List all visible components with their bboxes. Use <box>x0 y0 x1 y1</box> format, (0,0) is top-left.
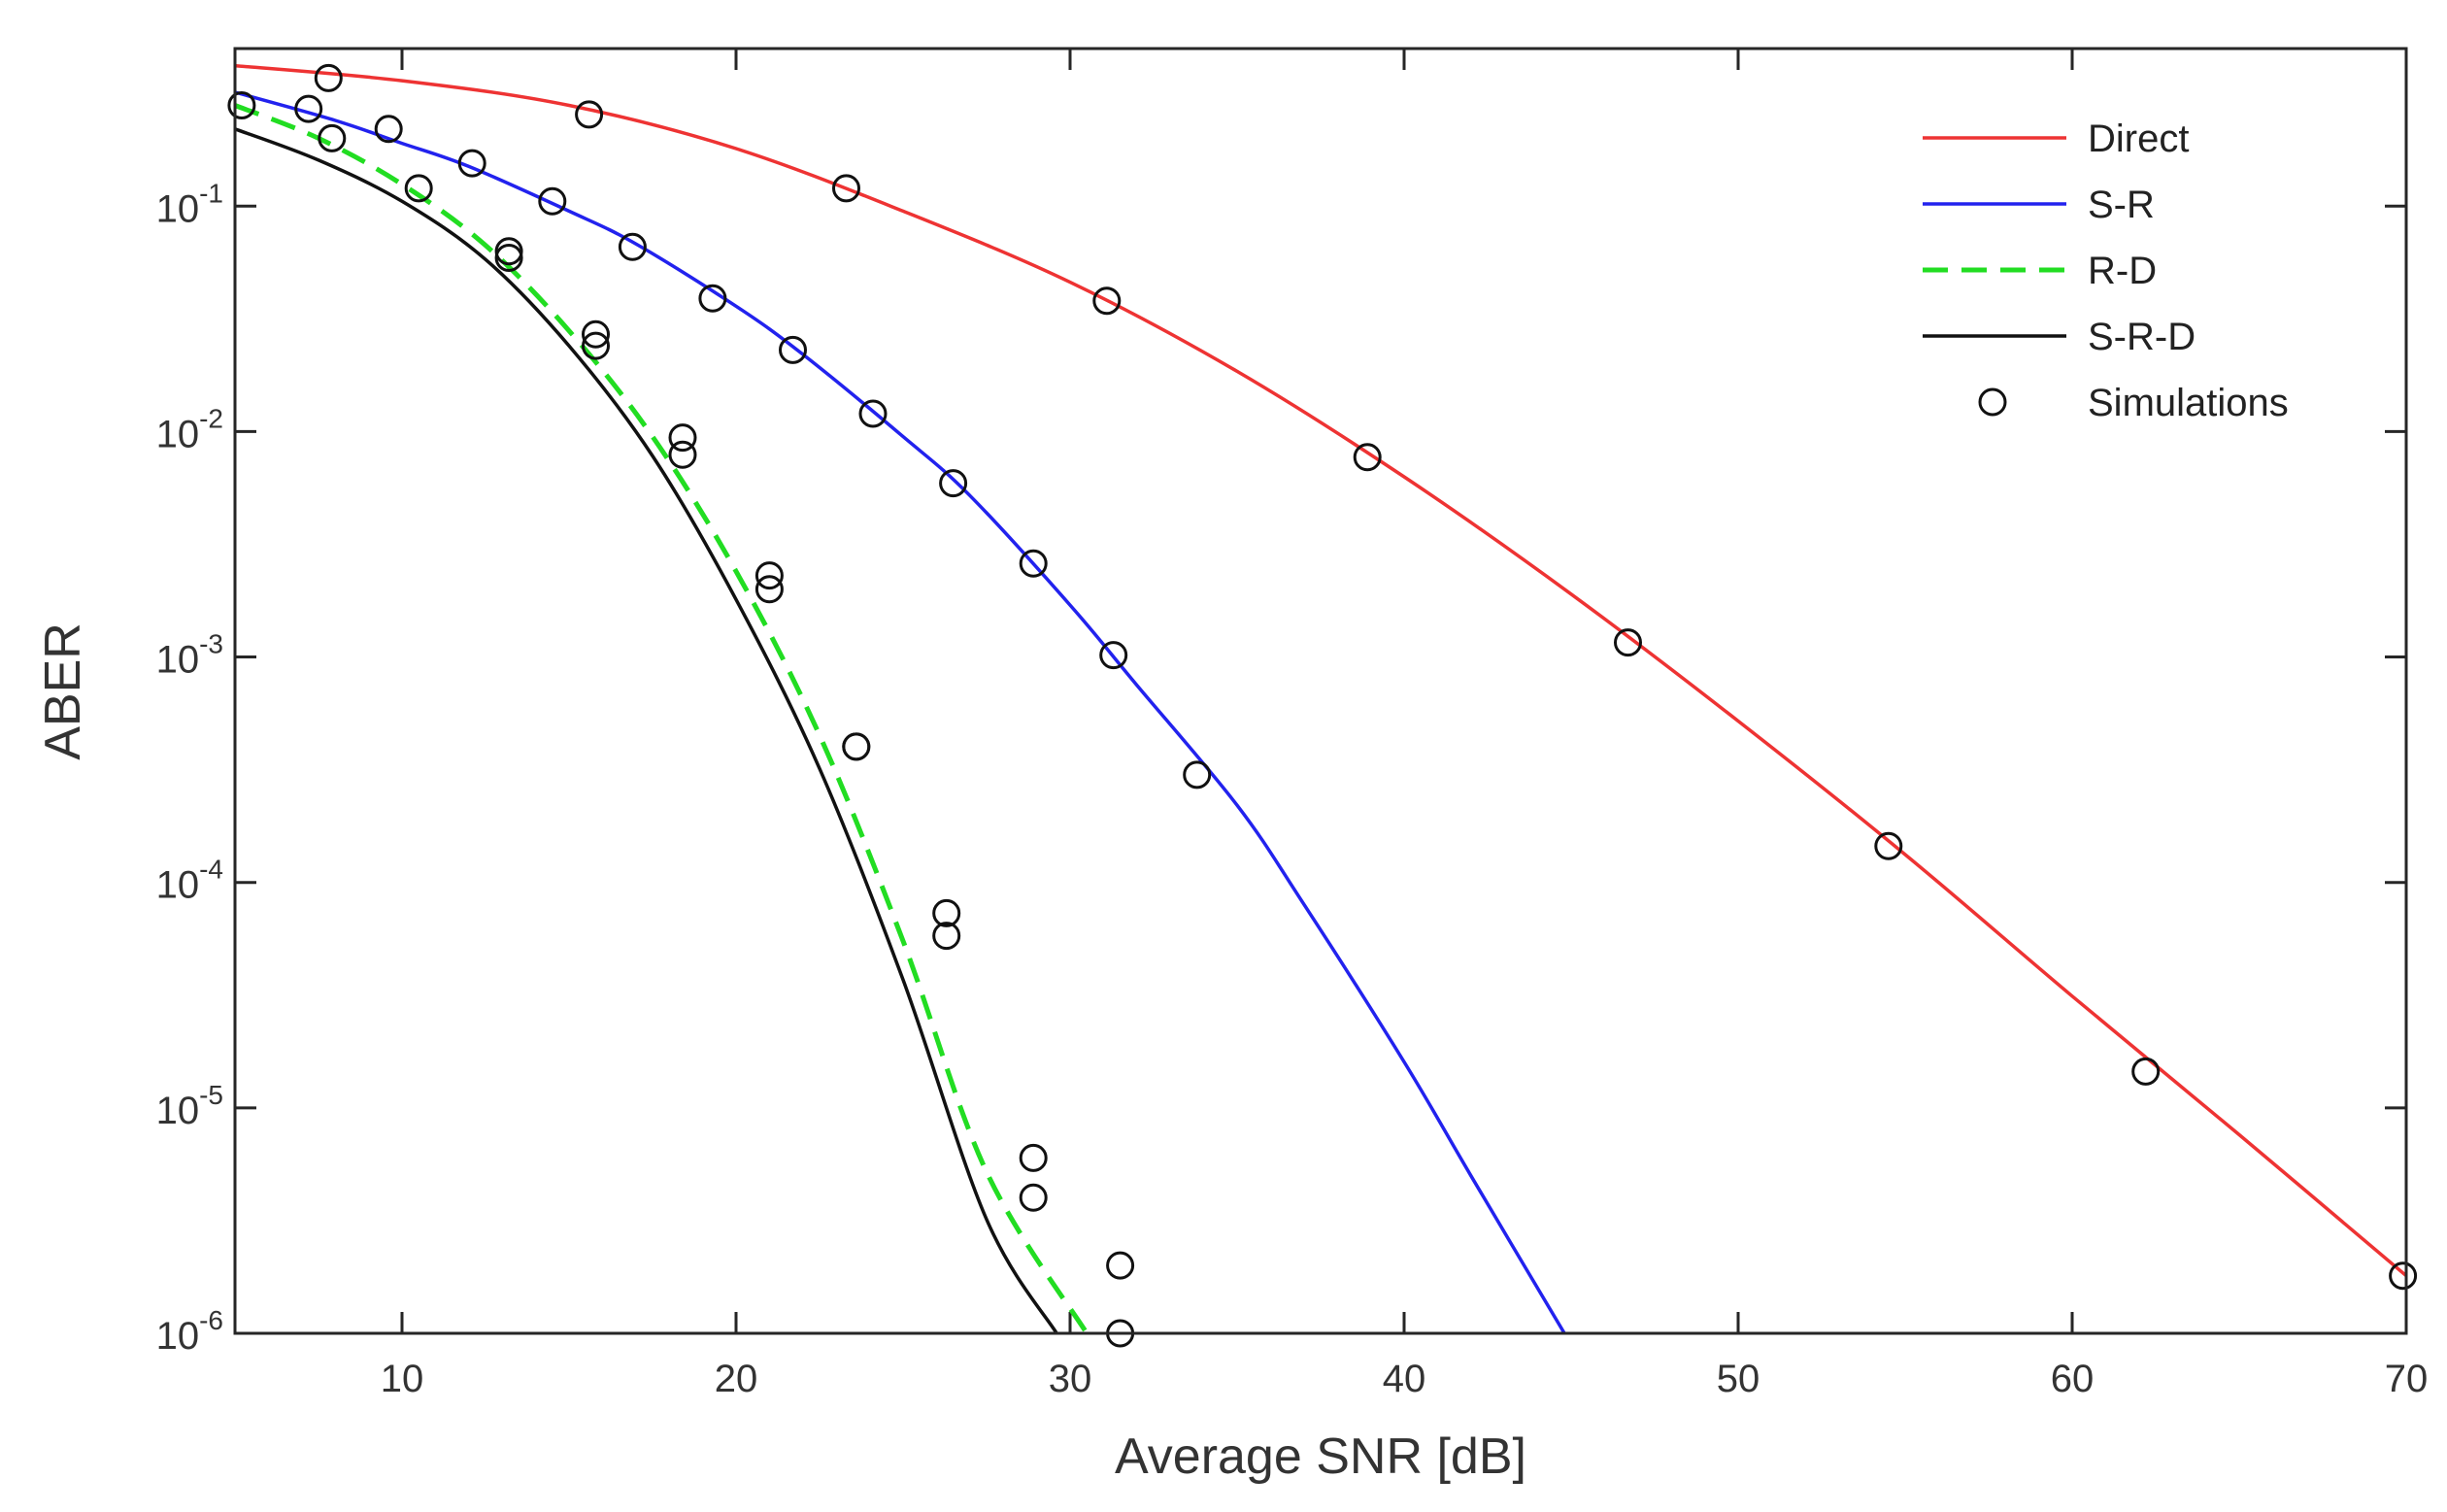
simulation-point <box>1019 549 1048 578</box>
y-tick-label: 10-1 <box>156 178 223 230</box>
legend-label-simulations: Simulations <box>2088 382 2289 424</box>
simulation-point <box>1019 1143 1048 1172</box>
simulation-point <box>1106 1251 1135 1280</box>
legend-label-direct: Direct <box>2088 118 2189 160</box>
simulation-point <box>668 440 697 469</box>
x-tick-label: 50 <box>1717 1358 1760 1400</box>
simulation-point <box>698 284 727 313</box>
simulation-point <box>858 399 888 428</box>
y-tick-label: 10-6 <box>156 1305 223 1358</box>
x-tick-label: 40 <box>1383 1358 1426 1400</box>
simulation-point <box>2389 1261 2418 1291</box>
y-axis-label: ABER <box>35 622 91 760</box>
legend-label-s-r: S-R <box>2088 184 2155 226</box>
legend-label-r-d: R-D <box>2088 250 2157 292</box>
simulation-point <box>1099 641 1128 670</box>
simulation-point <box>1874 831 1903 860</box>
simulation-point <box>832 174 860 203</box>
y-tick-exponent: -5 <box>199 1080 223 1110</box>
simulation-point <box>227 91 256 119</box>
x-tick-label: 70 <box>2385 1358 2429 1400</box>
y-tick-exponent: -2 <box>199 403 223 433</box>
simulation-point <box>457 149 486 178</box>
simulation-point <box>939 469 968 498</box>
simulation-point <box>1019 1183 1048 1212</box>
legend: Direct S-R R-D S-R-D Simulations <box>1923 118 2289 424</box>
y-tick-exponent: -1 <box>199 178 223 208</box>
y-tick-label: 10-4 <box>156 855 223 907</box>
simulation-point <box>2131 1057 2161 1086</box>
y-tick-base: 10 <box>156 413 200 455</box>
simulation-point <box>754 575 784 604</box>
x-tick-label: 60 <box>2051 1358 2095 1400</box>
simulation-point <box>404 174 433 203</box>
y-tick-exponent: -3 <box>199 629 223 659</box>
simulation-point <box>582 319 610 349</box>
y-tick-exponent: -4 <box>199 855 223 885</box>
series-line-s-r <box>234 90 1566 1334</box>
plot-frame <box>233 47 2408 1335</box>
simulation-point <box>294 94 323 123</box>
legend-swatch-simulations <box>1978 387 2007 417</box>
y-tick-base: 10 <box>156 864 200 907</box>
series-line-s-r-d <box>234 127 1058 1334</box>
x-tick-label: 10 <box>381 1358 424 1400</box>
x-axis-label: Average SNR [dB] <box>1115 1428 1526 1485</box>
simulation-point <box>754 561 784 590</box>
simulation-point <box>374 115 403 144</box>
y-tick-base: 10 <box>156 639 200 682</box>
legend-label-s-r-d: S-R-D <box>2088 316 2196 358</box>
y-tick-base: 10 <box>156 1090 200 1132</box>
simulation-point <box>318 123 347 152</box>
simulation-point <box>494 237 523 266</box>
simulation-point <box>494 244 523 272</box>
simulation-point <box>618 232 647 261</box>
simulation-point <box>1614 628 1642 657</box>
simulation-point <box>1183 760 1212 790</box>
simulation-point <box>314 63 343 92</box>
y-tick-exponent: -6 <box>199 1305 223 1335</box>
simulation-point <box>575 100 604 129</box>
y-tick-base: 10 <box>156 1315 200 1358</box>
simulation-point <box>932 922 961 951</box>
simulation-point <box>932 898 961 927</box>
simulation-markers <box>227 63 2418 1348</box>
y-tick-label: 10-3 <box>156 629 223 682</box>
simulation-point <box>779 335 807 364</box>
simulation-point <box>582 331 610 360</box>
y-tick-label: 10-5 <box>156 1080 223 1132</box>
series-line-r-d <box>234 103 1089 1335</box>
series-line-direct <box>234 63 2408 1278</box>
simulation-point <box>668 423 697 453</box>
y-tick-base: 10 <box>156 187 200 230</box>
series-layer <box>234 63 2408 1335</box>
x-tick-label: 30 <box>1049 1358 1092 1400</box>
simulation-point <box>1092 286 1122 316</box>
simulation-point <box>1353 443 1382 472</box>
simulation-point <box>538 186 567 216</box>
y-tick-label: 10-2 <box>156 403 223 455</box>
simulation-point <box>842 732 871 761</box>
x-tick-label: 20 <box>715 1358 758 1400</box>
